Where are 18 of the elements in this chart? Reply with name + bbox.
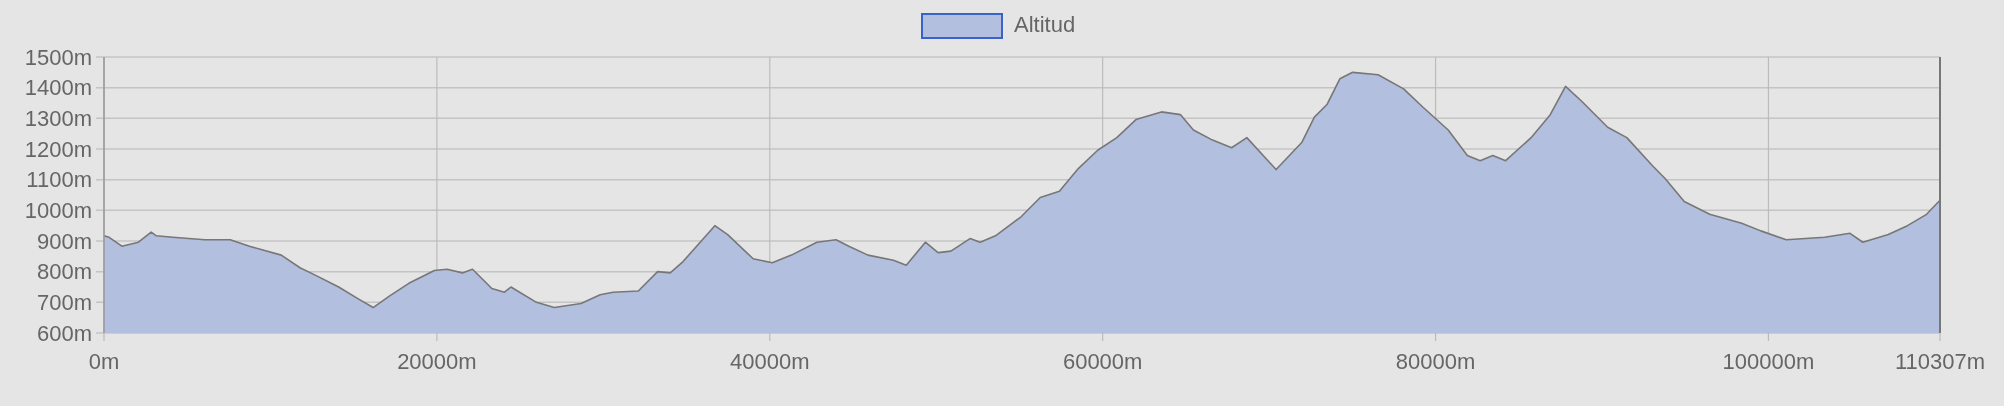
y-tick-label: 700m <box>36 290 92 316</box>
y-tick-label: 900m <box>36 228 92 254</box>
x-tick-label: 40000m <box>730 349 810 374</box>
y-tick-label: 1000m <box>24 198 92 224</box>
y-tick-label: 1400m <box>24 75 92 101</box>
x-tick-label: 110307m <box>1894 349 1986 374</box>
legend-label: Altitud <box>1014 12 1076 37</box>
y-tick-label: 1300m <box>24 106 92 132</box>
y-tick-label: 800m <box>36 259 92 285</box>
x-tick-label: 0m <box>88 349 120 374</box>
x-tick-label: 100000m <box>1722 349 1815 374</box>
x-tick-label: 60000m <box>1062 349 1143 374</box>
x-tick-label: 20000m <box>397 349 477 374</box>
y-tick-label: 1100m <box>26 167 92 193</box>
y-tick-label: 1500m <box>24 44 92 70</box>
x-tick-label: 80000m <box>1395 349 1476 374</box>
y-tick-label: 600m <box>36 320 92 346</box>
y-tick-label: 1200m <box>24 136 92 162</box>
